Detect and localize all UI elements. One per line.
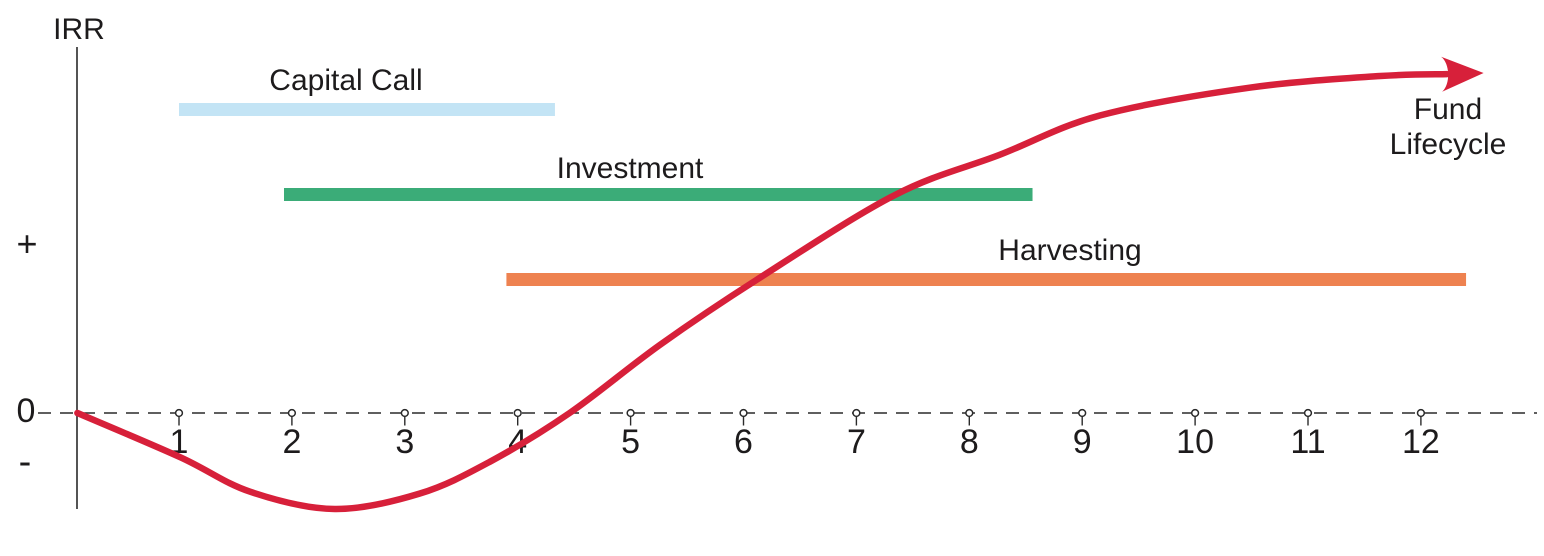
x-tick-label: 3 [395, 423, 414, 461]
phase-label-investment: Investment [556, 152, 704, 185]
x-tick-label: 12 [1402, 423, 1440, 461]
x-tick-label: 6 [734, 423, 753, 461]
x-axis-title-line1: Fund [1413, 93, 1483, 126]
x-tick-label: 2 [282, 423, 301, 461]
x-tick-label: 7 [847, 423, 866, 461]
irr-curve [74, 56, 1484, 513]
x-axis-title: Fund Lifecycle [1390, 92, 1507, 162]
x-tick-circle [287, 408, 297, 418]
x-tick-circle [1190, 408, 1200, 418]
phase-bar-harvesting [506, 273, 1467, 286]
phase-bar-investment [283, 188, 1033, 201]
x-axis-title-line2: Lifecycle [1389, 128, 1507, 161]
x-tick-label: 9 [1073, 423, 1092, 461]
y-axis-plus-label: + [16, 223, 38, 264]
x-tick-label: 8 [960, 423, 979, 461]
x-tick-circle [400, 408, 409, 418]
x-tick-circle [1416, 408, 1426, 418]
x-tick-circle [174, 408, 184, 418]
x-tick-circle [626, 408, 635, 418]
x-tick-label: 11 [1290, 423, 1325, 461]
x-tick-circle [513, 408, 522, 418]
phase-bar-capital-call [179, 103, 555, 116]
x-tick-circle [965, 408, 974, 418]
x-tick-circle [852, 408, 861, 418]
y-axis-zero-label: 0 [16, 392, 36, 430]
x-tick-label: 5 [621, 423, 640, 461]
x-tick-label: 10 [1176, 423, 1214, 461]
y-axis-minus-label: - [18, 441, 32, 483]
x-tick-circle [1078, 408, 1087, 418]
x-tick-circle [1303, 408, 1313, 418]
phase-label-capital-call: Capital Call [269, 64, 423, 97]
phase-label-harvesting: Harvesting [998, 234, 1142, 267]
x-tick-circle [739, 408, 748, 418]
y-axis-title: IRR [53, 13, 105, 46]
